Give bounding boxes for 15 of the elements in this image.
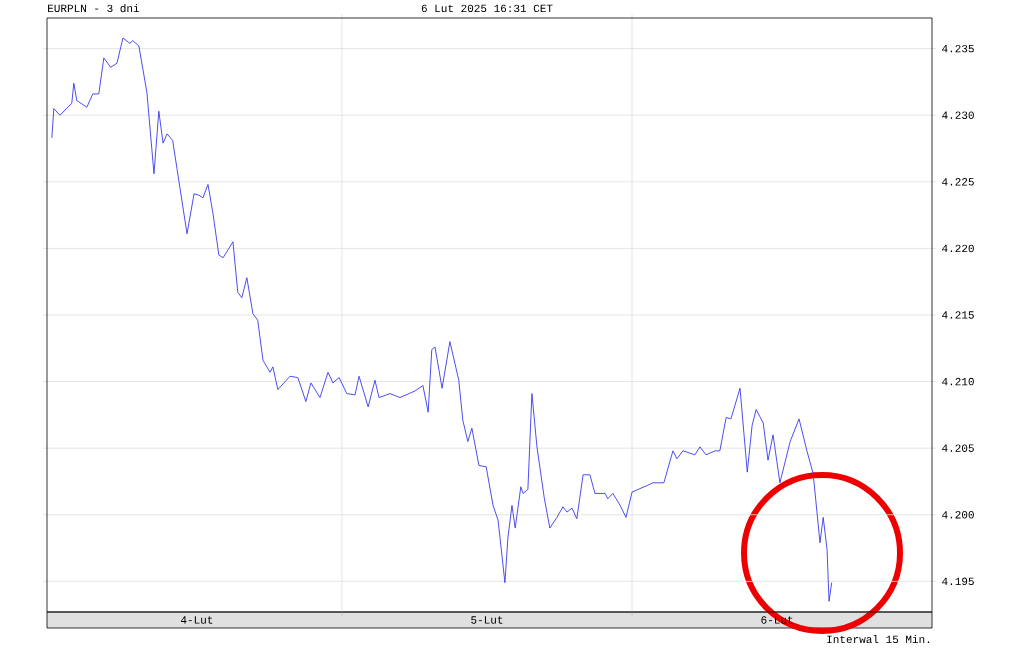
chart-title: EURPLN - 3 dni xyxy=(48,4,140,13)
y-tick-label: 4.235 xyxy=(942,44,974,53)
x-tick-label: 5-Lut xyxy=(471,616,503,624)
y-tick-label: 4.195 xyxy=(942,577,974,586)
text: Interwal 15 Min. xyxy=(827,635,930,644)
x-tick-label: 4-Lut xyxy=(180,616,213,624)
y-tick-label: 4.230 xyxy=(942,111,974,119)
chart-subtitle: 6 Lut 2025 16:31 CET xyxy=(421,4,553,13)
y-tick-label: 4.220 xyxy=(942,244,974,253)
y-tick-label: 4.200 xyxy=(942,511,974,519)
y-tick-label: 4.225 xyxy=(942,178,974,186)
line-series xyxy=(51,37,833,602)
y-tick-label: 4.210 xyxy=(942,377,974,386)
y-tick-label: 4.205 xyxy=(942,444,974,452)
y-tick-label: 4.215 xyxy=(942,311,974,319)
